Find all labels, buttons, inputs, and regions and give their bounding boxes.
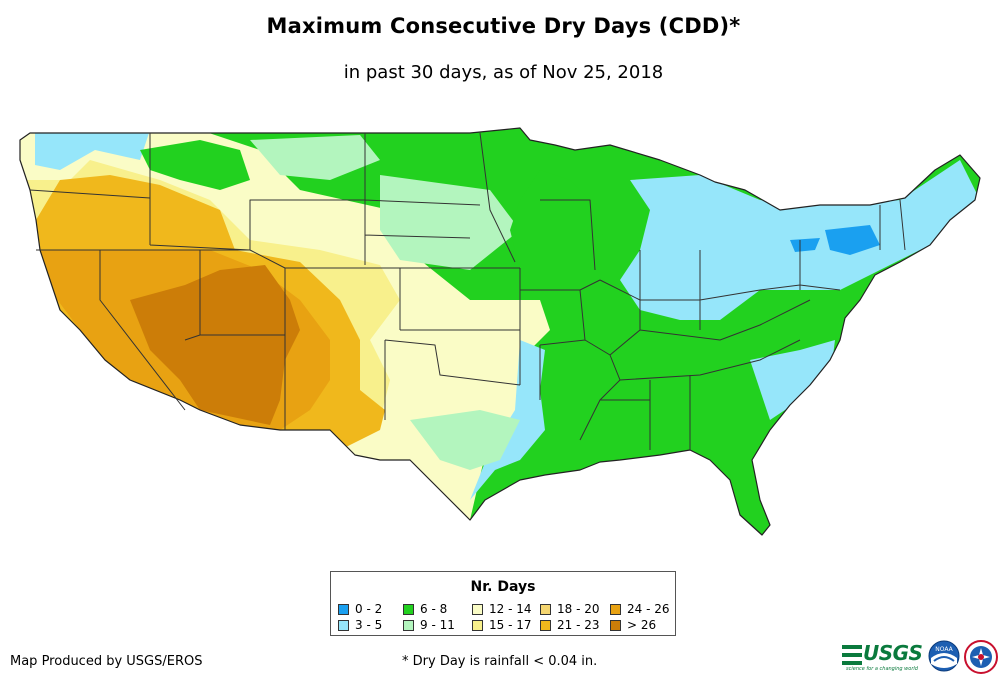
legend-label: 21 - 23 xyxy=(557,618,600,632)
legend-swatch xyxy=(403,620,414,631)
legend-item: 21 - 23 xyxy=(540,618,600,632)
legend-label: 18 - 20 xyxy=(557,602,600,616)
zone-3-5-northwest xyxy=(35,130,150,170)
legend-label: > 26 xyxy=(627,618,657,632)
legend-swatch xyxy=(403,604,414,615)
legend-item: 24 - 26 xyxy=(610,602,670,616)
legend-swatch xyxy=(610,620,621,631)
legend-item: 6 - 8 xyxy=(403,602,447,616)
legend-item: 18 - 20 xyxy=(540,602,600,616)
zone-6-8-montana xyxy=(140,140,250,190)
zone-9-11-plains xyxy=(380,175,520,270)
zone-9-11-texas xyxy=(410,410,520,470)
legend-item: 12 - 14 xyxy=(472,602,532,616)
us-outline xyxy=(19,127,981,536)
legend-swatch xyxy=(338,620,349,631)
legend-label: 15 - 17 xyxy=(489,618,532,632)
legend-label: 0 - 2 xyxy=(355,602,383,616)
state-borders xyxy=(19,127,981,536)
footnote-text: * Dry Day is rainfall < 0.04 in. xyxy=(402,654,598,669)
zone-0-2-pennsylvania xyxy=(790,238,820,252)
credit-text: Map Produced by USGS/EROS xyxy=(10,654,203,669)
legend-label: 12 - 14 xyxy=(489,602,532,616)
legend: Nr. Days 0 - 2 3 - 5 6 - 8 9 - 11 12 - 14 15 … xyxy=(330,571,676,636)
legend-swatch xyxy=(610,604,621,615)
legend-swatch xyxy=(540,604,551,615)
dry-days-raster xyxy=(20,128,980,535)
legend-title: Nr. Days xyxy=(470,579,536,595)
usgs-wordmark: USGS xyxy=(863,641,923,665)
legend-item: 0 - 2 xyxy=(338,602,382,616)
legend-item: 15 - 17 xyxy=(472,618,532,632)
zone-over-26 xyxy=(130,265,300,425)
legend-swatch xyxy=(472,604,483,615)
zone-9-11-dakota xyxy=(250,135,380,180)
usgs-wave-icon xyxy=(842,645,862,665)
usgs-tagline: science for a changing world xyxy=(846,666,918,672)
legend-item: 3 - 5 xyxy=(338,618,382,632)
zone-0-2-northeast xyxy=(825,225,880,255)
map-subtitle: in past 30 days, as of Nov 25, 2018 xyxy=(343,62,664,83)
legend-swatch xyxy=(338,604,349,615)
legend-label: 3 - 5 xyxy=(355,618,383,632)
national-weather-service-logo-icon xyxy=(964,640,998,674)
agency-logos: USGS science for a changing world NOAA xyxy=(842,638,1002,678)
legend-item: 9 - 11 xyxy=(403,618,455,632)
zone-3-5-carolinas xyxy=(750,340,835,420)
legend-label: 24 - 26 xyxy=(627,602,670,616)
noaa-logo-text: NOAA xyxy=(935,646,953,653)
legend-label: 6 - 8 xyxy=(420,602,448,616)
legend-swatch xyxy=(540,620,551,631)
legend-label: 9 - 11 xyxy=(420,618,455,632)
map-title: Maximum Consecutive Dry Days (CDD)* xyxy=(266,14,741,38)
legend-swatch xyxy=(472,620,483,631)
zone-6-8-upper-midwest xyxy=(510,170,630,320)
legend-item: > 26 xyxy=(610,618,656,632)
noaa-logo-icon: NOAA xyxy=(928,640,960,672)
